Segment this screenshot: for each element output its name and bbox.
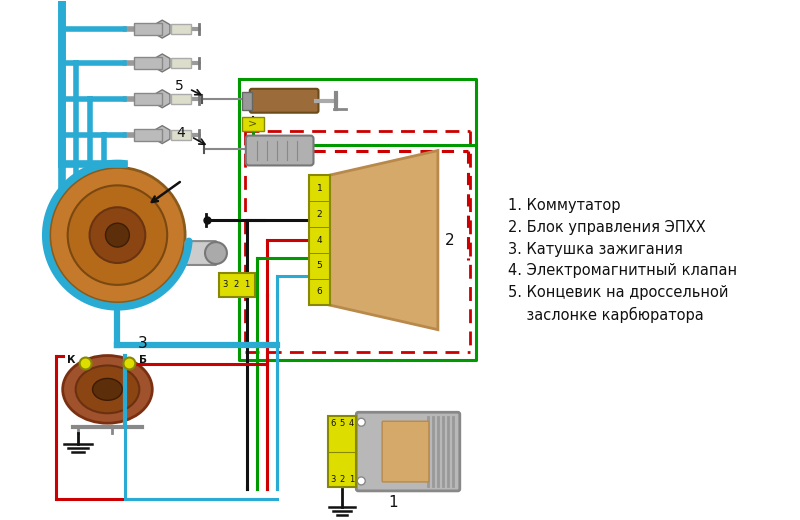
FancyBboxPatch shape [382,421,429,482]
Text: 3: 3 [222,280,228,290]
Bar [134,23,162,35]
Bar [309,175,330,305]
Polygon shape [329,150,438,330]
Polygon shape [242,92,252,110]
Text: Б: Б [139,355,147,365]
Text: 5: 5 [317,262,322,270]
Text: 1: 1 [349,475,354,485]
Ellipse shape [62,356,152,423]
Bar [242,116,264,131]
Text: 6: 6 [330,419,336,428]
Circle shape [50,167,185,303]
Bar [171,129,191,139]
Circle shape [80,358,91,370]
Text: 4: 4 [177,126,186,139]
Bar [134,128,162,140]
Bar [329,416,356,487]
Text: 4: 4 [349,419,354,428]
Bar [134,57,162,69]
Text: 1: 1 [317,184,322,193]
Bar [171,24,191,34]
FancyBboxPatch shape [250,89,318,113]
Circle shape [90,207,146,263]
Circle shape [123,358,135,370]
Polygon shape [154,90,170,108]
Text: >: > [248,119,258,128]
Text: 2: 2 [445,232,454,248]
FancyBboxPatch shape [356,412,460,491]
Circle shape [68,185,167,285]
Bar [219,273,254,297]
Text: 3: 3 [138,336,147,351]
Polygon shape [154,20,170,38]
Text: 5: 5 [174,79,183,93]
Text: 1: 1 [244,280,250,290]
Polygon shape [154,126,170,144]
Circle shape [358,418,366,426]
Text: 2. Блок управления ЭПХХ: 2. Блок управления ЭПХХ [507,219,706,235]
Text: 2: 2 [317,210,322,219]
Text: заслонке карбюратора: заслонке карбюратора [507,307,703,323]
Ellipse shape [76,366,139,413]
Text: 5: 5 [340,419,345,428]
Text: 5. Концевик на дроссельной: 5. Концевик на дроссельной [507,285,728,301]
Text: 4: 4 [317,236,322,244]
Text: 2: 2 [340,475,345,485]
Text: 3. Катушка зажигания: 3. Катушка зажигания [507,242,682,256]
Text: К: К [67,355,76,365]
Bar [134,93,162,105]
Bar [171,58,191,68]
Ellipse shape [93,379,122,400]
Polygon shape [154,54,170,72]
Circle shape [205,242,227,264]
Text: 3: 3 [330,475,336,485]
Text: 6: 6 [317,288,322,296]
FancyBboxPatch shape [185,241,217,265]
Circle shape [106,223,130,247]
Text: 1: 1 [388,496,398,510]
Circle shape [358,477,366,485]
Text: 1. Коммутатор: 1. Коммутатор [507,198,620,213]
Text: 4. Электромагнитный клапан: 4. Электромагнитный клапан [507,264,737,278]
FancyBboxPatch shape [246,136,314,165]
Bar [171,94,191,104]
Text: 2: 2 [234,280,238,290]
